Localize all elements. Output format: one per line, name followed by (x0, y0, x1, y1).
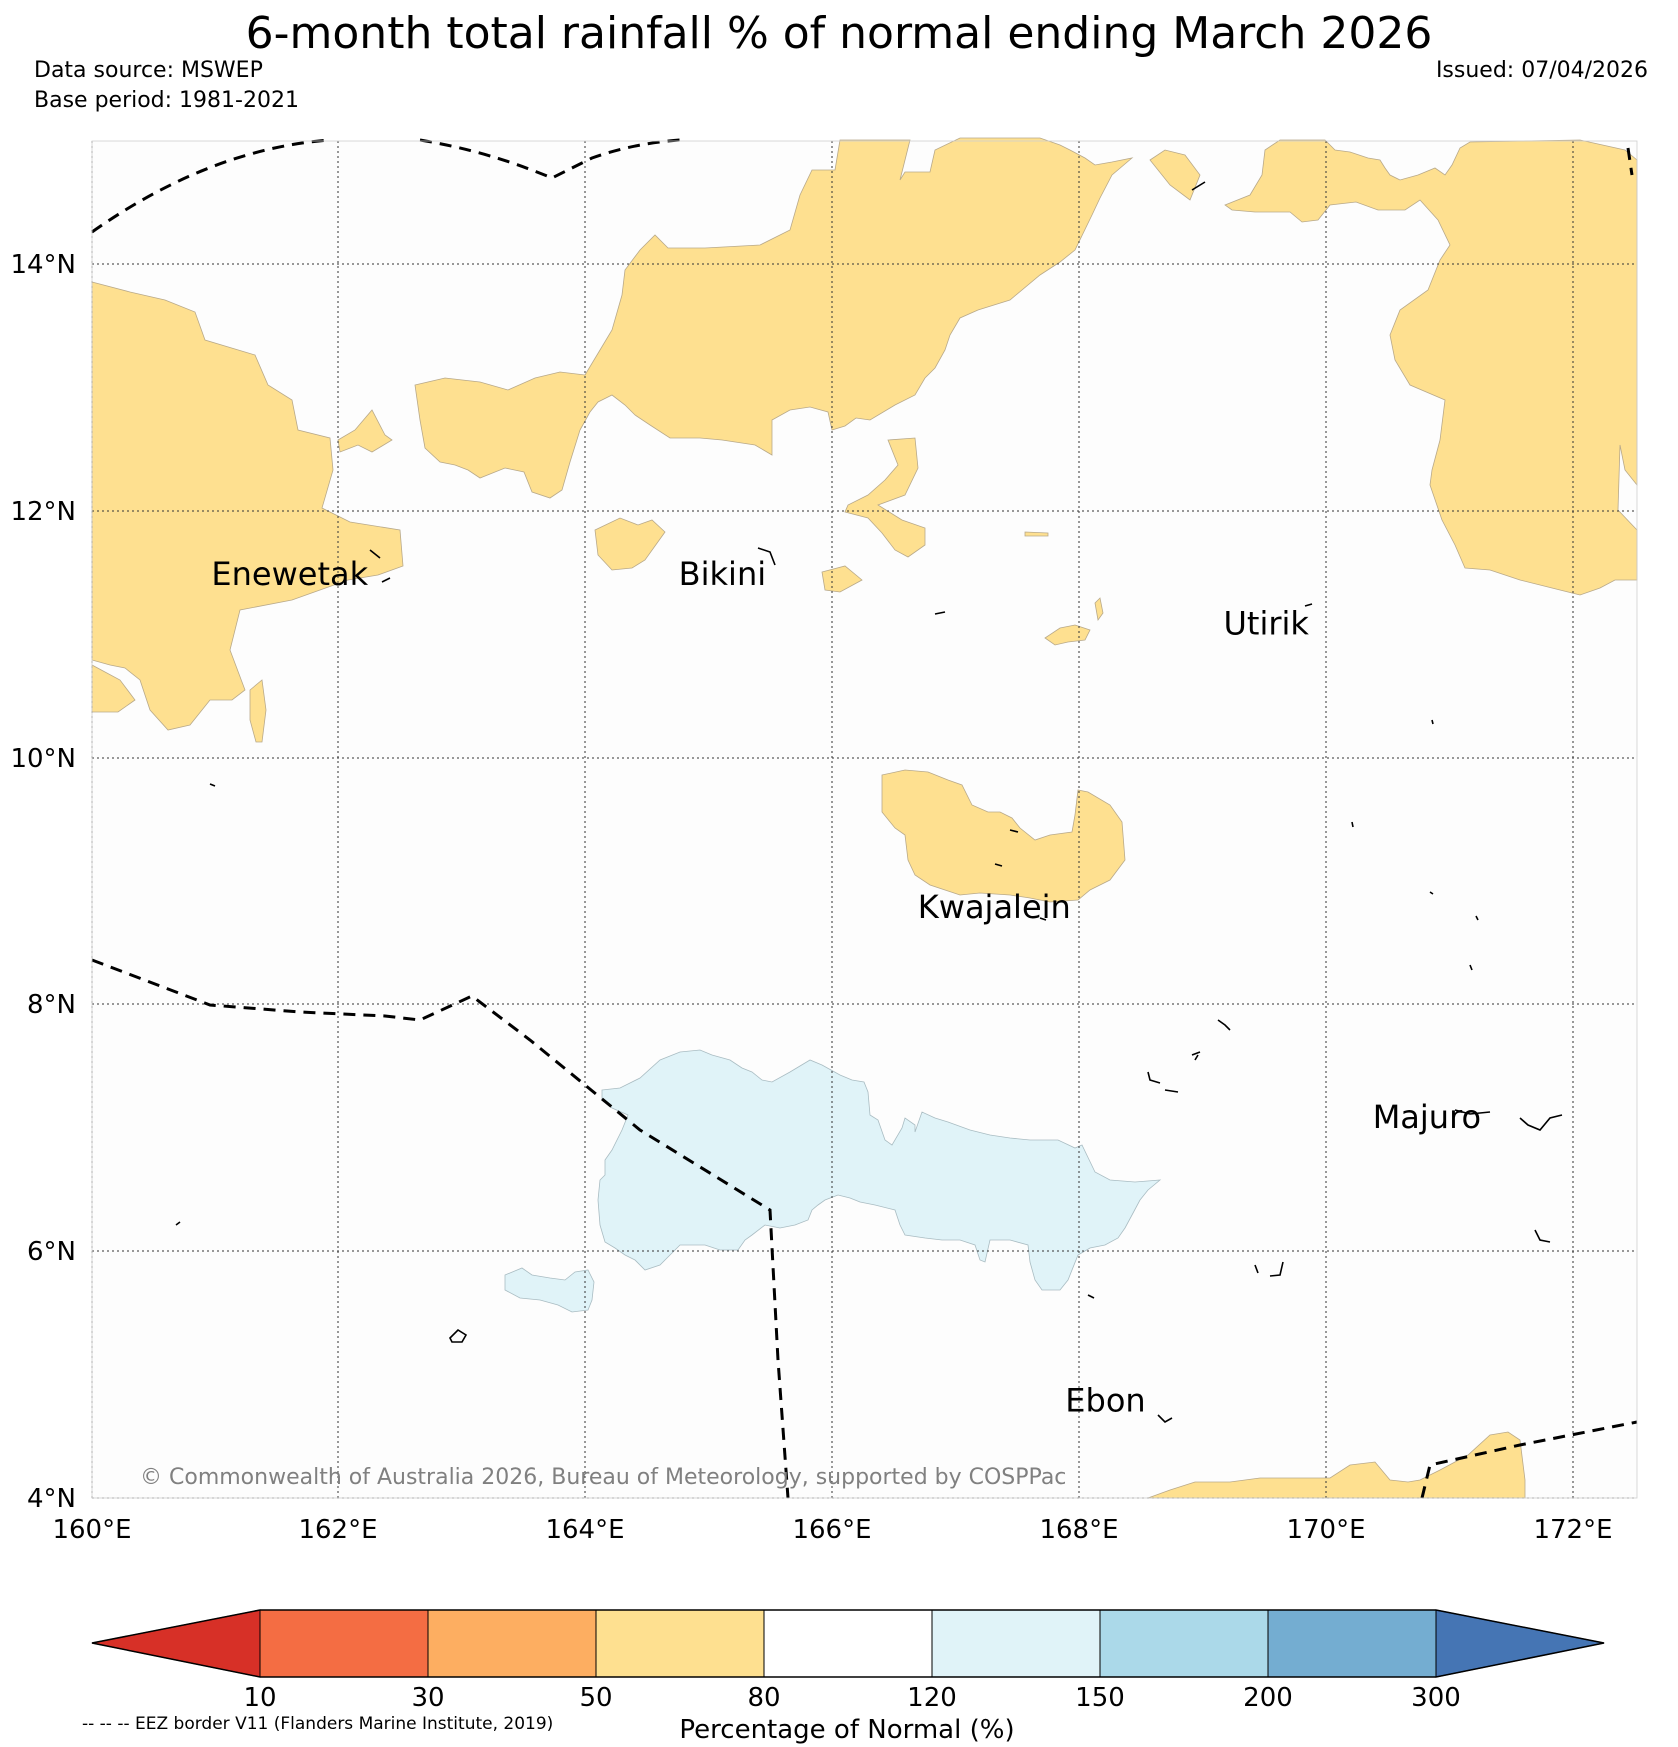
region-islet-b (337, 409, 393, 453)
region-islet-e (844, 437, 926, 558)
atoll-bikar (1191, 181, 1206, 191)
lat-tick-10: 10°N (10, 744, 76, 774)
lat-tick-6: 6°N (27, 1237, 76, 1267)
lon-tick-172: 172°E (1533, 1515, 1612, 1545)
atoll-arno (1534, 1229, 1551, 1243)
eez-border-southeast (1420, 1420, 1638, 1499)
place-label-enewetak: Enewetak (211, 555, 368, 593)
lon-tick-162: 162°E (298, 1515, 377, 1545)
region-islet-a (249, 679, 267, 743)
colorbar-bin-120-150 (931, 1609, 1101, 1678)
region-kwajalein (881, 769, 1126, 903)
colorbar-extend-low (91, 1609, 261, 1678)
region-ebon-south (1147, 1431, 1526, 1499)
atoll-jaluit (1254, 1261, 1284, 1277)
colorbar-tick-300: 300 (1411, 1683, 1461, 1713)
region-islet-c (1149, 149, 1201, 201)
lon-tick-170: 170°E (1286, 1515, 1365, 1545)
atoll-southwest (449, 1328, 468, 1343)
lat-tick-12: 12°N (10, 497, 76, 527)
colorbar-tick-labels: 10 30 50 80 120 150 200 300 (243, 1683, 1460, 1713)
lat-tick-14: 14°N (10, 250, 76, 280)
lon-tick-166: 166°E (792, 1515, 871, 1545)
data-source: Data source: MSWEP (34, 58, 263, 83)
atoll-outlines (175, 181, 1563, 1423)
region-southwest-islet (504, 1267, 595, 1313)
atoll-enewetak (369, 549, 381, 559)
atoll-ujae (934, 611, 946, 615)
colorbar-tick-200: 200 (1243, 1683, 1293, 1713)
place-label-ebon: Ebon (1065, 1382, 1145, 1420)
region-islet-f (1044, 624, 1091, 646)
colorbar-outline (91, 1609, 1605, 1678)
lon-tick-164: 164°E (545, 1515, 624, 1545)
place-labels: Enewetak Bikini Utirik Kwajalein Majuro Ebon (211, 555, 1481, 1420)
above-normal-regions (504, 1049, 1162, 1313)
atoll-bikini (757, 547, 776, 566)
copyright-notice: © Commonwealth of Australia 2026, Bureau… (140, 1465, 1066, 1490)
atoll-majuro (1454, 1109, 1563, 1131)
atoll-ujelang (209, 783, 216, 787)
region-islet-h (1094, 597, 1104, 622)
lat-tick-4: 4°N (27, 1484, 76, 1514)
colorbar-extend-high (1435, 1609, 1605, 1678)
colorbar-tick-10: 10 (243, 1683, 276, 1713)
colorbar (91, 1609, 1605, 1678)
colorbar-tick-80: 80 (747, 1683, 780, 1713)
eez-border-northeast (1626, 147, 1634, 176)
colorbar-bin-50-80 (595, 1609, 765, 1678)
colorbar-bin-150-200 (1099, 1609, 1269, 1678)
colorbar-tick-120: 120 (907, 1683, 957, 1713)
region-utirik-east (1224, 139, 1638, 596)
place-label-kwajalein: Kwajalein (918, 888, 1071, 926)
colorbar-tick-50: 50 (579, 1683, 612, 1713)
eez-footnote: -- -- -- EEZ border V11 (Flanders Marine… (82, 1714, 553, 1734)
atoll-wotje (1191, 1019, 1231, 1056)
map-frame (91, 140, 1638, 1499)
colorbar-tick-30: 30 (411, 1683, 444, 1713)
colorbar-bin-10-30 (259, 1609, 429, 1678)
atoll-enewetak-b (381, 577, 391, 583)
eez-borders (91, 138, 1638, 1499)
region-central-south (597, 1049, 1162, 1291)
eez-border-west (91, 958, 790, 1499)
colorbar-bin-200-300 (1267, 1609, 1437, 1678)
colorbar-bin-80-120 (763, 1609, 933, 1678)
atoll-scattered (1351, 719, 1479, 971)
colorbar-tick-150: 150 (1075, 1683, 1125, 1713)
place-label-majuro: Majuro (1373, 1098, 1481, 1136)
place-label-bikini: Bikini (679, 555, 766, 593)
eez-border-north (91, 138, 681, 234)
lat-tick-8: 8°N (27, 990, 76, 1020)
region-islet-g (1024, 531, 1049, 537)
metadata-left: Data source: MSWEP Base period: 1981-202… (34, 56, 299, 116)
place-label-utirik: Utirik (1223, 605, 1309, 643)
region-bikini-islet (594, 517, 666, 571)
atoll-ebon (1157, 1414, 1173, 1423)
atoll-kwajalein (994, 829, 1047, 921)
region-enewetak (91, 281, 404, 731)
colorbar-title: Percentage of Normal (%) (679, 1715, 1014, 1745)
lon-tick-labels: 160°E 162°E 164°E 166°E 168°E 170°E 172°… (52, 1515, 1612, 1545)
colorbar-bin-30-50 (427, 1609, 597, 1678)
atoll-namorik (1087, 1294, 1095, 1299)
lon-tick-160: 160°E (52, 1515, 131, 1545)
issued-date: Issued: 07/04/2026 (1435, 58, 1648, 83)
atoll-kosrae (175, 1221, 181, 1226)
atoll-utirik (1304, 603, 1313, 607)
lat-tick-labels: 4°N 6°N 8°N 10°N 12°N 14°N (10, 250, 76, 1514)
lon-tick-168: 168°E (1039, 1515, 1118, 1545)
map-title: 6-month total rainfall % of normal endin… (245, 8, 1433, 59)
atoll-maloelap (1147, 1054, 1199, 1093)
base-period: Base period: 1981-2021 (34, 88, 299, 113)
below-normal-regions (91, 137, 1638, 1499)
